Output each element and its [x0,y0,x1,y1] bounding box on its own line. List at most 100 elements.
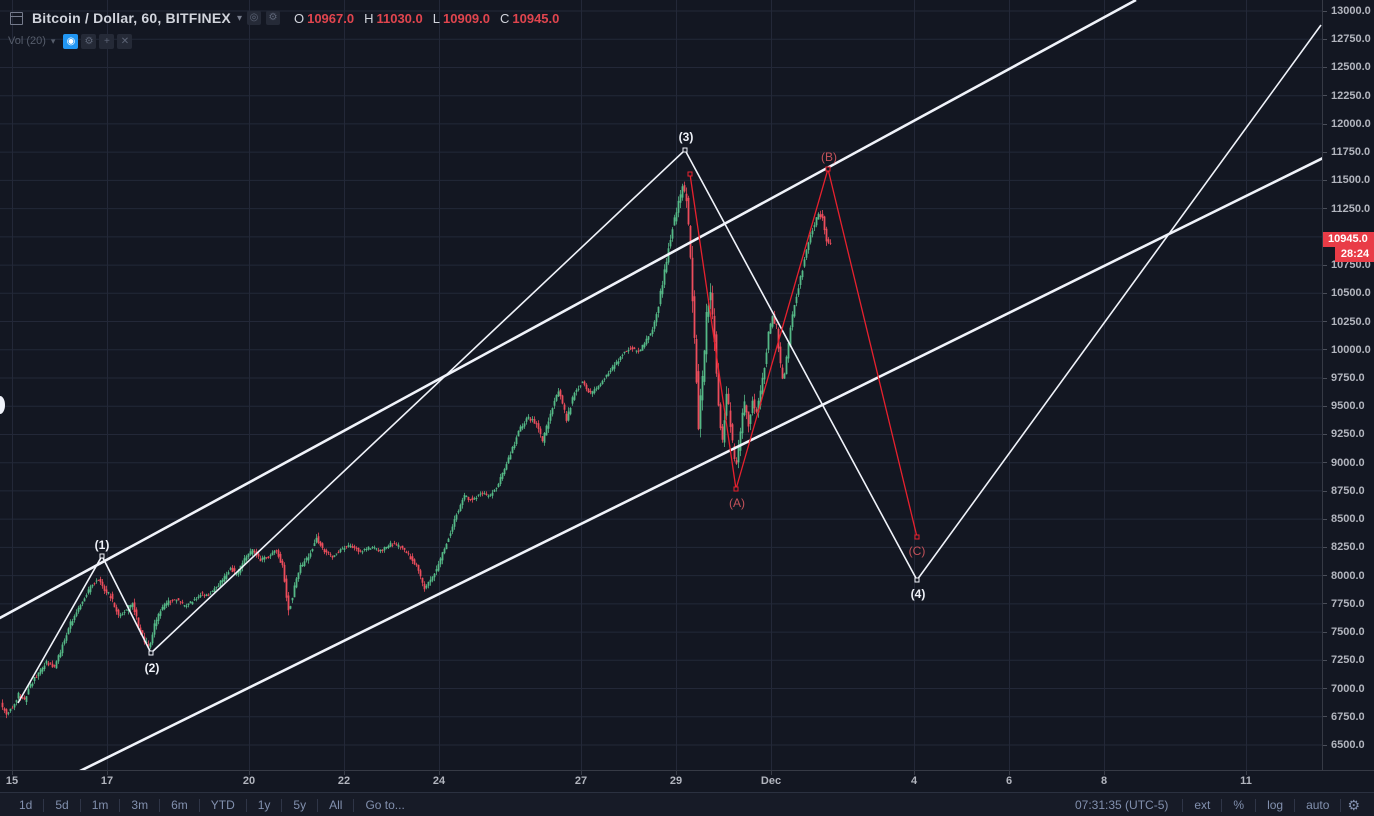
price-axis-label: 6750.0 [1323,711,1374,723]
scale-mode-log[interactable]: log [1267,797,1284,812]
wave-point-marker [914,534,920,540]
wave-label: (1) [95,538,110,552]
time-axis-tick [12,771,13,775]
range-button-all[interactable]: All [329,797,343,812]
range-buttons: 1d 5d 1m 3m 6m YTD 1y 5y All Go to... [8,794,416,816]
price-axis-label: 9250.0 [1323,428,1374,440]
chevron-down-icon[interactable]: ▾ [236,12,242,24]
ohlc-values: O 10967.0 H 11030.0 L 10909.0 C 10945.0 [294,11,569,26]
wave-label: (A) [729,496,745,510]
time-axis-tick [914,771,915,775]
gear-icon[interactable]: ⚙ [265,11,280,25]
divider [119,798,121,812]
add-plus-icon[interactable]: + [99,33,115,49]
price-axis-label: 11750.0 [1323,146,1374,158]
gridlines [0,0,1322,770]
time-axis-tick [1009,771,1010,775]
scale-mode-ext[interactable]: ext [1194,797,1211,812]
candlesticks [1,181,832,719]
divider [79,798,81,812]
divider [1255,798,1257,812]
divider [1182,798,1184,812]
chart-header: Bitcoin / Dollar, 60, BITFINEX ▾ ◎ ⚙ O 10… [8,8,569,50]
price-axis-label: 11500.0 [1323,174,1374,186]
elliott-impulse-white[interactable]: (1) (2) (3) (4) [17,24,1322,704]
price-axis-label: 7250.0 [1323,654,1374,666]
range-button-ytd[interactable]: YTD [210,797,235,812]
wave-point-marker [682,147,688,153]
scale-controls: 07:31:35 (UTC-5) ext% log auto ⚙ [1061,794,1366,816]
time-axis-tick [344,771,345,775]
time-axis-tick [771,771,772,775]
price-axis-label: 8750.0 [1323,485,1374,497]
range-button-5y[interactable]: 5y [293,797,307,812]
price-axis-label: 9000.0 [1323,457,1374,469]
price-axis-label: 8500.0 [1323,513,1374,525]
price-axis-label: 12500.0 [1323,61,1374,73]
range-button-1d[interactable]: 1d [19,797,33,812]
correction-abc-red[interactable]: (A) (B) (C) [687,150,925,558]
symbol-title[interactable]: Bitcoin / Dollar, 60, BITFINEX [32,10,231,26]
time-axis-label: 11 [1240,775,1252,787]
goto-date-button[interactable]: Go to... [365,797,405,812]
time-axis[interactable]: 15 17 20 22 24 27 29 Dec 4 6 8 11 [0,770,1374,793]
chevron-down-icon[interactable]: ▾ [50,35,56,46]
time-axis-label: 20 [242,775,256,787]
price-axis-label: 12000.0 [1323,118,1374,130]
settings-gear-icon[interactable]: ⚙ [81,33,97,49]
price-axis-label: 8000.0 [1323,570,1374,582]
time-axis-label: 17 [100,775,114,787]
range-button-1m[interactable]: 1m [91,797,109,812]
indicator-label-volume[interactable]: Vol (20) [8,35,46,47]
indicator-controls: ◉ ⚙ + ✕ [63,33,135,49]
scale-mode-auto[interactable]: auto [1306,797,1330,812]
price-axis-label: 10000.0 [1323,344,1374,356]
price-axis-label: 8250.0 [1323,541,1374,553]
price-chart-svg[interactable]: (1) (2) (3) (4) (A) (B) (C) [0,0,1322,770]
wave-point-marker [733,486,739,492]
price-axis-label: 9750.0 [1323,372,1374,384]
divider [1340,798,1342,812]
last-price-tag: 10945.0 [1323,232,1374,247]
settings-gear-icon[interactable]: ⚙ [1347,796,1360,813]
ohlc-l: L 10909.0 [432,10,490,26]
clock-timezone[interactable]: 07:31:35 (UTC-5) [1075,798,1169,812]
range-button-3m[interactable]: 3m [131,797,149,812]
time-axis-label: 15 [5,775,19,787]
range-button-1y[interactable]: 1y [257,797,271,812]
chart-canvas[interactable]: (1) (2) (3) (4) (A) (B) (C) [0,0,1322,770]
time-axis-label: 8 [1100,775,1108,787]
price-axis-label: 10750.0 [1323,259,1374,271]
price-axis[interactable]: 13000.0 12750.0 12500.0 12250.0 12000.0 11750… [1322,0,1374,770]
divider [1294,798,1296,812]
time-axis-tick [581,771,582,775]
visibility-eye-icon[interactable]: ◉ [63,33,79,49]
wave-point-marker [825,166,831,172]
wave-label: (2) [145,661,160,675]
range-button-5d[interactable]: 5d [55,797,69,812]
symbol-flag-icon[interactable] [10,11,23,25]
ohlc-c: C 10945.0 [500,10,560,26]
compare-icon[interactable]: ◎ [246,11,261,25]
scale-mode-percent[interactable]: % [1233,797,1245,812]
price-axis-label: 10250.0 [1323,316,1374,328]
time-axis-tick [439,771,440,775]
price-axis-label: 13000.0 [1323,5,1374,17]
price-axis-label: 7000.0 [1323,683,1374,695]
time-axis-label: 27 [574,775,588,787]
trendlines[interactable] [0,0,1322,770]
time-axis-tick [676,771,677,775]
wave-point-marker [687,171,693,177]
range-button-6m[interactable]: 6m [171,797,188,812]
wave-point-marker [148,650,154,656]
price-axis-label: 11250.0 [1323,203,1374,215]
time-axis-tick [1246,771,1247,775]
wave-point-marker [914,577,920,583]
channel-upper [0,0,1137,620]
divider [198,798,200,812]
channel-lower [79,157,1322,770]
scale-mode-buttons: ext% log auto [1183,794,1340,816]
remove-x-icon[interactable]: ✕ [117,33,133,49]
price-axis-label: 12750.0 [1323,33,1374,45]
